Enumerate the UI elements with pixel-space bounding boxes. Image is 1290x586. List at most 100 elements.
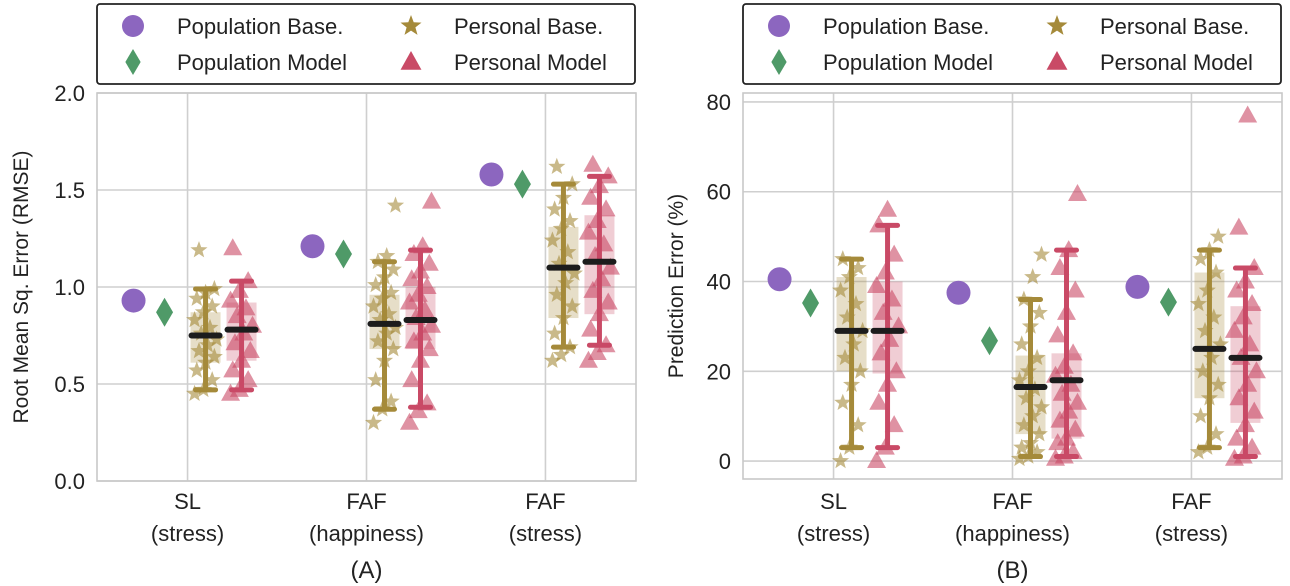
personal-model-point	[417, 277, 437, 294]
grid	[743, 93, 1282, 479]
personal-baseline-point	[843, 375, 861, 392]
personal-baseline-point	[194, 303, 212, 320]
x-tick-label: (stress)	[509, 521, 582, 546]
personal-model-point	[236, 298, 256, 316]
personal-baseline-point	[557, 274, 575, 291]
personal-baseline-point	[849, 259, 867, 276]
x-tick-label: SL	[820, 489, 847, 514]
personal-model-point	[400, 412, 419, 430]
personal-baseline-point	[1015, 416, 1033, 433]
personal-model-point	[1054, 446, 1074, 464]
population-baseline-point	[121, 288, 146, 313]
legend: Population Base. Personal Base. Population…	[96, 3, 636, 85]
personal-model-point	[1068, 183, 1087, 201]
personal-baseline-point	[1209, 227, 1227, 244]
personal-baseline-point	[849, 416, 867, 433]
personal-model-point	[1238, 374, 1258, 392]
personal-baseline-point	[1032, 245, 1051, 262]
personal-model-point	[873, 302, 893, 320]
chart-panel-1: 0.0 0.5 1.0 1.5 2.0 Root Mean Sq. Error (RMSE…	[10, 3, 637, 584]
personal-model-point	[1057, 302, 1076, 320]
y-tick-label: 0.5	[54, 372, 85, 397]
personal-model-point	[1242, 293, 1262, 311]
personal-model-point	[1233, 307, 1253, 325]
personal-model-point	[1050, 410, 1070, 428]
personal-baseline-point	[373, 289, 391, 306]
personal-model-point	[592, 269, 612, 287]
personal-baseline-point	[543, 231, 561, 248]
personal-baseline-point	[380, 305, 398, 322]
y-tick-label: 2.0	[54, 81, 85, 106]
personal-model-point	[596, 335, 616, 353]
personal-baseline-point	[563, 175, 581, 192]
population-baseline-point	[479, 162, 504, 187]
personal-baseline-point	[1192, 250, 1210, 267]
personal-baseline-point	[1019, 447, 1037, 464]
personal-baseline-point	[838, 308, 856, 325]
personal-baseline-point	[364, 413, 383, 431]
personal-baseline-point	[561, 338, 579, 355]
personal-baseline-point	[834, 250, 852, 267]
personal-baseline-point	[203, 371, 221, 388]
panel-label: (A)	[351, 557, 383, 584]
personal-model-point	[411, 350, 430, 368]
personal-baseline-point	[375, 268, 394, 285]
y-axis-label: Prediction Error (%)	[665, 194, 688, 378]
legend-box	[742, 3, 1282, 85]
y-tick-label: 20	[707, 359, 731, 384]
population-model-point	[513, 169, 531, 199]
personal-baseline-point	[1194, 362, 1212, 379]
personal-model-point	[422, 191, 441, 209]
personal-baseline-point	[834, 393, 852, 410]
personal-baseline-point	[1209, 375, 1227, 392]
legend-box	[96, 3, 636, 85]
personal-baseline-point	[1010, 371, 1029, 388]
legend-label: Population Base.	[177, 14, 343, 39]
personal-model-point	[1059, 240, 1079, 258]
personal-baseline-point	[1028, 443, 1046, 460]
personal-model-point	[240, 341, 260, 359]
personal-model-point	[238, 370, 258, 388]
personal-baseline-point	[845, 335, 863, 352]
personal-baseline-point	[1019, 362, 1037, 379]
personal-model-point	[598, 166, 618, 184]
personal-baseline-point	[1015, 290, 1033, 307]
x-tick-label: FAF	[1171, 489, 1211, 514]
personal-model-point	[1224, 320, 1244, 338]
personal-baseline-point	[205, 347, 223, 365]
personal-model-point	[1229, 388, 1249, 406]
personal-model-point	[583, 154, 603, 172]
personal-baseline-point	[188, 361, 206, 378]
personal-model-point	[1244, 401, 1264, 419]
personal-model-point	[221, 290, 241, 308]
personal-baseline-point	[1024, 268, 1042, 285]
personal-baseline-point	[1013, 335, 1031, 352]
legend-label: Personal Model	[1100, 50, 1253, 75]
personal-model-point	[884, 415, 904, 433]
personal-model-point	[1244, 258, 1264, 276]
personal-baseline-point	[188, 289, 206, 306]
x-tick-label: (stress)	[1155, 521, 1228, 546]
personal-baseline-point	[190, 241, 208, 258]
personal-baseline-point	[371, 311, 389, 328]
personal-baseline-point	[1024, 407, 1042, 424]
personal-baseline-point	[836, 348, 854, 366]
y-tick-label: 0.0	[54, 469, 85, 494]
personal-model-point	[1052, 383, 1072, 401]
personal-baseline-point	[1189, 295, 1207, 312]
x-tick-label: (stress)	[797, 521, 870, 546]
personal-baseline-point	[847, 295, 865, 312]
personal-baseline-point	[1207, 425, 1225, 442]
personal-model-point	[1059, 401, 1079, 419]
personal-baseline-point	[561, 212, 579, 229]
personal-model-point	[1233, 446, 1253, 464]
personal-model-point	[402, 370, 422, 388]
x-tick-label: SL	[174, 489, 201, 514]
personal-model-point	[1063, 343, 1083, 361]
personal-model-point	[869, 215, 889, 233]
personal-model-point	[1235, 415, 1255, 433]
personal-baseline-point	[1207, 263, 1225, 280]
personal-model-point	[1229, 217, 1249, 235]
x-tick-label: FAF	[346, 489, 386, 514]
personal-baseline-point	[367, 371, 385, 388]
